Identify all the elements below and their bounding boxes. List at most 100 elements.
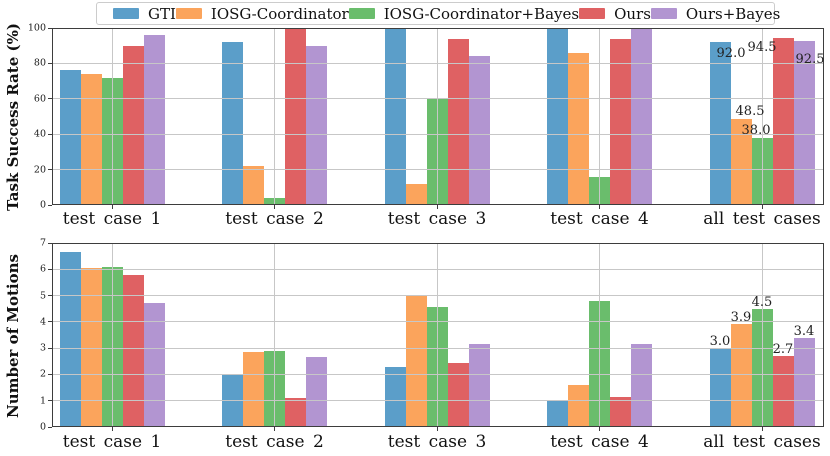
- x-tick-mark: [599, 205, 600, 209]
- y-axis-label-bottom-text: Number of Motions: [4, 254, 22, 418]
- bar-value-label: 3.4: [793, 323, 815, 339]
- bar-gti-test-case-4: [547, 28, 568, 205]
- y-tick-mark: [48, 98, 52, 100]
- bar-ours-test-case-3: [447, 362, 469, 427]
- bar-value-label: 94.5: [747, 39, 777, 55]
- x-category-label: test case 1: [62, 432, 162, 452]
- x-tick-mark: [761, 205, 763, 209]
- bar-iosg-coordinator-all-test-cases: [730, 324, 752, 427]
- bar-gti-test-case-4: [547, 400, 568, 427]
- gridline-h: [52, 321, 824, 323]
- bar-gti-test-case-3: [384, 28, 406, 205]
- y-tick-mark: [48, 400, 52, 402]
- bar-iosg-coordinator-test-case-2: [243, 352, 264, 427]
- legend-entry-ours: Ours: [579, 5, 651, 23]
- bar-ours-bayes-test-case-3: [468, 56, 490, 205]
- legend-entry-iosg-coordinator-bayes: IOSG-Coordinator+Bayes: [348, 5, 579, 23]
- bar-gti-test-case-1: [59, 70, 81, 205]
- bar-ours-bayes-test-case-1: [143, 35, 165, 205]
- x-category-label: test case 4: [550, 432, 649, 452]
- y-tick-mark: [48, 426, 52, 428]
- x-category-label: test case 4: [550, 209, 649, 229]
- y-tick-label: 2: [39, 368, 46, 380]
- legend-swatch-icon: [348, 8, 375, 19]
- legend-entry-iosg-coordinator: IOSG-Coordinator: [175, 4, 349, 23]
- y-tick-mark: [48, 321, 52, 323]
- bar-ours-bayes-test-case-3: [468, 344, 490, 427]
- gridline-h: [52, 373, 824, 375]
- y-tick-label: 1: [39, 395, 46, 407]
- y-tick-mark: [48, 347, 52, 349]
- x-category-label: test case 1: [62, 209, 162, 229]
- bar-iosg-coordinator-test-case-4: [568, 384, 589, 427]
- legend-label: Ours: [614, 4, 651, 23]
- y-tick-mark: [48, 62, 52, 64]
- y-tick-label: 5: [39, 290, 46, 302]
- x-tick-mark: [274, 427, 275, 431]
- gridline-v: [599, 28, 600, 205]
- gridline-h: [52, 27, 824, 29]
- y-tick-mark: [48, 27, 52, 29]
- bar-value-label: 38.0: [741, 122, 771, 138]
- bar-value-label: 48.5: [735, 104, 765, 120]
- legend-entry-gti: GTI: [113, 5, 176, 23]
- bar-ours-bayes-test-case-4: [631, 28, 652, 205]
- gridline-h: [52, 400, 824, 402]
- x-category-label: all test cases: [703, 209, 821, 229]
- legend-label: IOSG-Coordinator: [210, 4, 349, 23]
- bar-ours-bayes-test-case-2: [306, 45, 327, 205]
- y-tick-label: 6: [39, 263, 46, 275]
- legend-label: Ours+Bayes: [685, 4, 781, 23]
- y-tick-label: 0: [39, 421, 46, 433]
- gridline-v: [436, 243, 438, 427]
- gridline-v: [274, 28, 275, 205]
- y-tick-label: 0: [39, 199, 46, 211]
- y-tick-label: 100: [27, 22, 46, 34]
- bar-ours-test-case-4: [610, 396, 631, 427]
- bar-ours-test-case-4: [610, 38, 631, 205]
- bar-ours-test-case-1: [122, 274, 144, 427]
- gridline-v: [436, 28, 438, 205]
- gridline-h: [52, 242, 824, 244]
- bar-ours-bayes-test-case-2: [306, 357, 327, 427]
- bar-iosg-coordinator-test-case-2: [243, 166, 264, 205]
- bar-gti-test-case-3: [384, 366, 406, 427]
- y-tick-label: 80: [33, 57, 46, 69]
- gridline-h: [52, 295, 824, 297]
- y-tick-label: 4: [39, 316, 46, 328]
- x-category-label: test case 3: [387, 432, 487, 452]
- bar-iosg-coordinator-test-case-3: [405, 295, 427, 427]
- x-tick-mark: [111, 205, 113, 209]
- legend-label: GTI: [148, 4, 176, 23]
- y-tick-label: 60: [33, 93, 46, 105]
- gridline-h: [52, 62, 824, 64]
- bar-ours-all-test-cases: [772, 37, 794, 205]
- bar-iosg-coordinator-test-case-1: [80, 267, 102, 427]
- bar-ours-test-case-3: [447, 38, 469, 205]
- bar-iosg-coordinator-test-case-4: [568, 52, 589, 205]
- gridline-h: [52, 133, 824, 135]
- x-tick-mark: [599, 427, 600, 431]
- gridline-h: [52, 268, 824, 270]
- legend-swatch-icon: [579, 8, 606, 19]
- bar-value-label: 3.0: [709, 334, 731, 350]
- gridline-v: [111, 28, 113, 205]
- y-tick-mark: [48, 295, 52, 297]
- bar-ours-bayes-test-case-1: [143, 303, 165, 427]
- bar-gti-test-case-2: [222, 42, 243, 205]
- legend-swatch-icon: [650, 8, 677, 19]
- gridline-v: [761, 243, 763, 427]
- y-tick-label: 20: [33, 164, 46, 176]
- y-axis-label-top-text: Task Success Rate (%): [4, 23, 22, 211]
- bar-ours-test-case-2: [285, 28, 306, 205]
- y-tick-mark: [48, 242, 52, 244]
- bar-ours-bayes-all-test-cases: [793, 41, 815, 205]
- x-tick-mark: [111, 427, 113, 431]
- legend-swatch-icon: [175, 8, 202, 19]
- y-tick-mark: [48, 268, 52, 270]
- x-tick-mark: [436, 205, 438, 209]
- x-category-label: test case 3: [387, 209, 487, 229]
- gridline-h: [52, 98, 824, 100]
- bar-ours-test-case-1: [122, 45, 144, 205]
